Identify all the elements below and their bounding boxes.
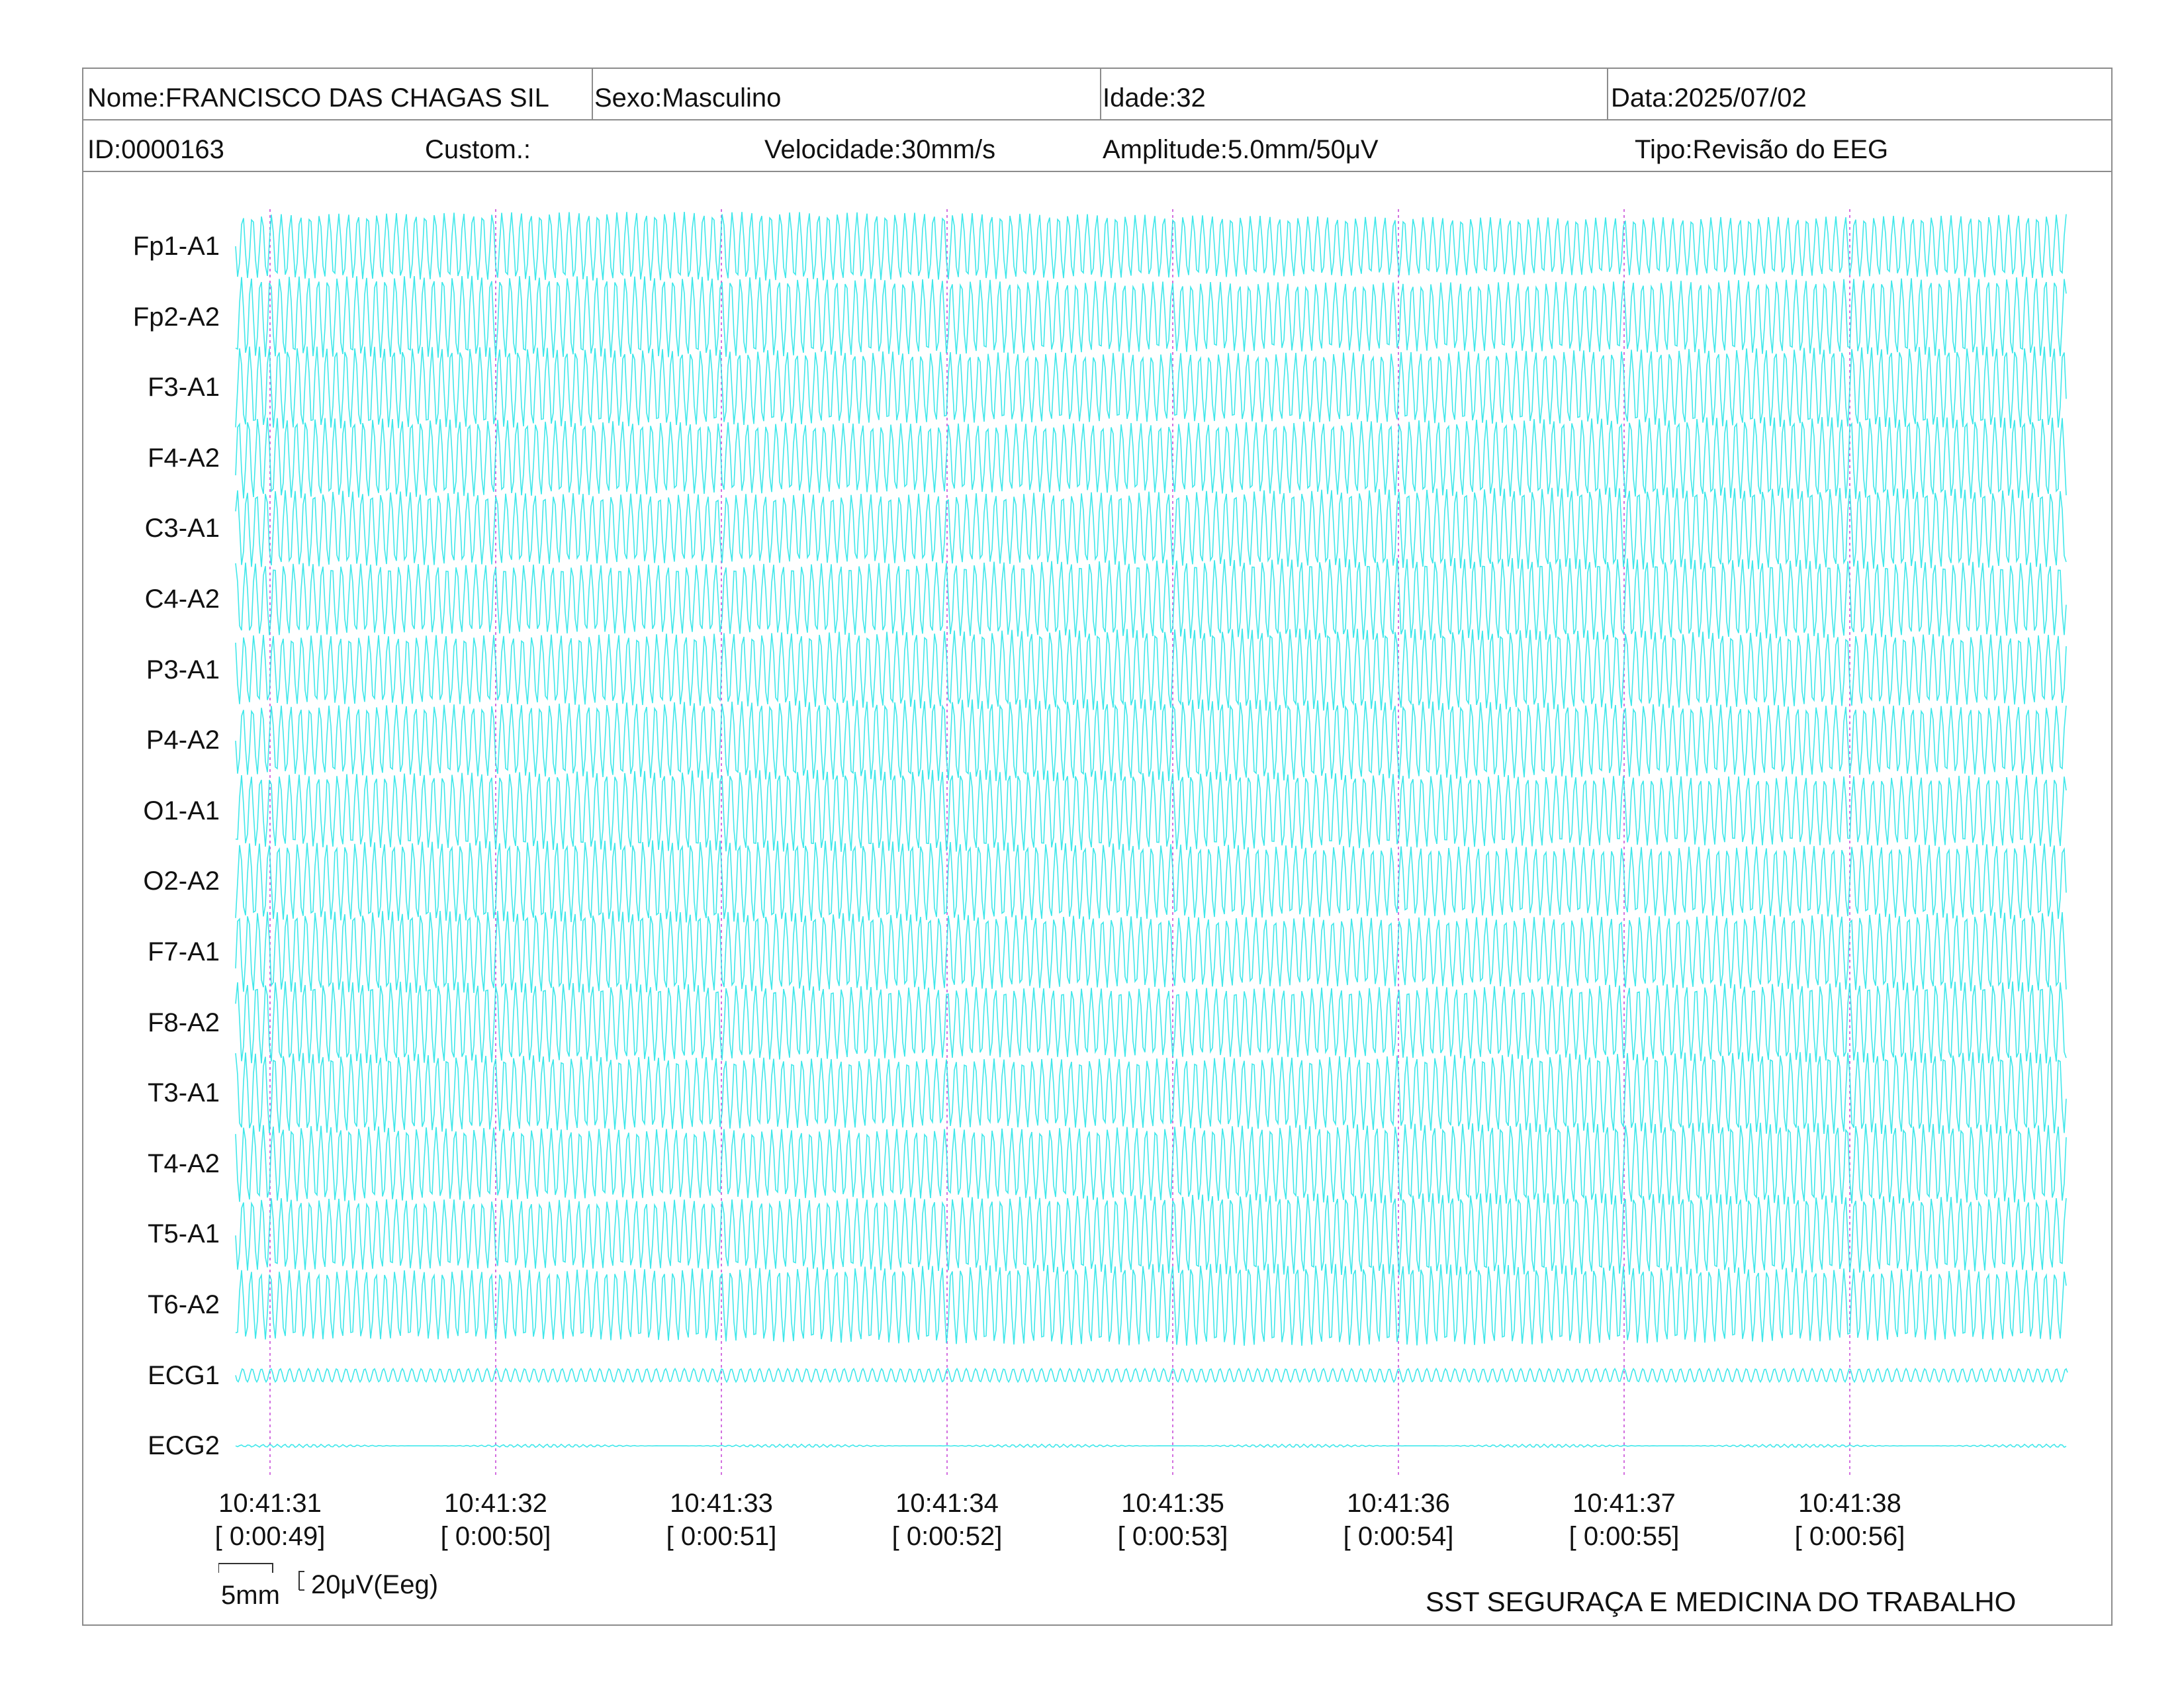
trace-p3-a1 xyxy=(235,628,2067,711)
trace-t5-a1 xyxy=(235,1193,2067,1276)
trace-ecg2 xyxy=(235,1443,2067,1448)
report-frame xyxy=(82,68,2113,1626)
patient-age: Idade:32 xyxy=(1103,83,1206,113)
scale-time-label: 5mm xyxy=(221,1581,280,1610)
exam-date: Data:2025/07/02 xyxy=(1611,83,1807,113)
trace-fp1-a1 xyxy=(235,212,2067,281)
recording-speed: Velocidade:30mm/s xyxy=(764,135,996,164)
elapsed-time: [ 0:00:55] xyxy=(1569,1522,1680,1551)
scale-amplitude-label: 20μV(Eeg) xyxy=(311,1570,439,1599)
elapsed-time: [ 0:00:50] xyxy=(440,1522,551,1551)
organization-name: SST SEGURAÇA E MEDICINA DO TRABALHO xyxy=(1426,1586,2017,1617)
trace-c3-a1 xyxy=(235,487,2067,570)
channel-label-p4-a2: P4-A2 xyxy=(146,726,220,755)
exam-type: Tipo:Revisão do EEG xyxy=(1635,135,1889,164)
scale-bar-icon xyxy=(218,1563,304,1591)
clock-time: 10:41:33 xyxy=(670,1489,773,1518)
elapsed-time: [ 0:00:53] xyxy=(1117,1522,1228,1551)
channel-label-t5-a1: T5-A1 xyxy=(148,1219,220,1249)
channel-label-t4-a2: T4-A2 xyxy=(148,1149,220,1178)
time-marker-label: 10:41:38 [ 0:00:56] xyxy=(1751,1487,1949,1553)
channel-label-o1-a1: O1-A1 xyxy=(143,796,220,825)
header-row-divider xyxy=(82,119,2113,120)
clock-time: 10:41:35 xyxy=(1121,1489,1224,1518)
trace-f8-a2 xyxy=(235,981,2067,1064)
trace-p4-a2 xyxy=(235,699,2067,782)
clock-time: 10:41:32 xyxy=(444,1489,547,1518)
patient-sex: Sexo:Masculino xyxy=(594,83,782,113)
elapsed-time: [ 0:00:56] xyxy=(1794,1522,1905,1551)
clock-time: 10:41:37 xyxy=(1572,1489,1676,1518)
channel-label-p3-a1: P3-A1 xyxy=(146,655,220,684)
trace-fp2-a2 xyxy=(235,275,2067,358)
channel-labels: Fp1-A1 Fp2-A2 F3-A1 F4-A2 C3-A1 C4-A2 P3-A1 P4-… xyxy=(93,0,220,1523)
time-marker-label: 10:41:31 [ 0:00:49] xyxy=(171,1487,369,1553)
elapsed-time: [ 0:00:54] xyxy=(1343,1522,1454,1551)
channel-label-f8-a2: F8-A2 xyxy=(148,1008,220,1037)
channel-label-fp2-a2: Fp2-A2 xyxy=(132,302,220,332)
trace-o1-a1 xyxy=(235,770,2067,852)
channel-label-ecg2: ECG2 xyxy=(148,1431,220,1461)
channel-label-f7-a1: F7-A1 xyxy=(148,937,220,966)
time-marker-label: 10:41:37 [ 0:00:55] xyxy=(1525,1487,1723,1553)
channel-label-f4-a2: F4-A2 xyxy=(148,443,220,473)
clock-time: 10:41:36 xyxy=(1347,1489,1450,1518)
recording-amplitude: Amplitude:5.0mm/50μV xyxy=(1103,135,1379,164)
channel-label-c3-a1: C3-A1 xyxy=(144,514,220,543)
clock-time: 10:41:38 xyxy=(1798,1489,1901,1518)
trace-t3-a1 xyxy=(235,1052,2067,1135)
channel-label-t3-a1: T3-A1 xyxy=(148,1078,220,1108)
trace-f7-a1 xyxy=(235,911,2067,993)
header-bottom-divider xyxy=(82,171,2113,172)
patient-name: Nome:FRANCISCO DAS CHAGAS SIL xyxy=(87,85,549,111)
trace-t6-a2 xyxy=(235,1264,2067,1346)
trace-f3-a1 xyxy=(235,346,2067,429)
header-cell-divider xyxy=(592,68,593,120)
trace-f4-a2 xyxy=(235,416,2067,499)
time-marker-label: 10:41:34 [ 0:00:52] xyxy=(848,1487,1046,1553)
elapsed-time: [ 0:00:49] xyxy=(214,1522,326,1551)
time-marker-label: 10:41:32 [ 0:00:50] xyxy=(396,1487,595,1553)
time-marker-label: 10:41:36 [ 0:00:54] xyxy=(1299,1487,1498,1553)
custom-field: Custom.: xyxy=(425,135,531,164)
header-cell-divider xyxy=(1607,68,1608,120)
elapsed-time: [ 0:00:52] xyxy=(891,1522,1003,1551)
time-marker-label: 10:41:35 [ 0:00:53] xyxy=(1073,1487,1272,1553)
channel-label-ecg1: ECG1 xyxy=(148,1360,220,1390)
channel-label-f3-a1: F3-A1 xyxy=(148,373,220,402)
patient-id: ID:0000163 xyxy=(87,135,224,164)
trace-o2-a2 xyxy=(235,840,2067,923)
time-marker-label: 10:41:33 [ 0:00:51] xyxy=(622,1487,821,1553)
header-cell-divider xyxy=(1100,68,1101,120)
channel-label-t6-a2: T6-A2 xyxy=(148,1290,220,1319)
channel-label-c4-a2: C4-A2 xyxy=(144,585,220,614)
trace-c4-a2 xyxy=(235,557,2067,640)
trace-ecg1 xyxy=(235,1367,2068,1383)
channel-label-o2-a2: O2-A2 xyxy=(143,867,220,896)
clock-time: 10:41:34 xyxy=(895,1489,999,1518)
channel-label-fp1-a1: Fp1-A1 xyxy=(132,232,220,261)
elapsed-time: [ 0:00:51] xyxy=(666,1522,777,1551)
clock-time: 10:41:31 xyxy=(218,1489,322,1518)
trace-t4-a2 xyxy=(235,1122,2067,1205)
